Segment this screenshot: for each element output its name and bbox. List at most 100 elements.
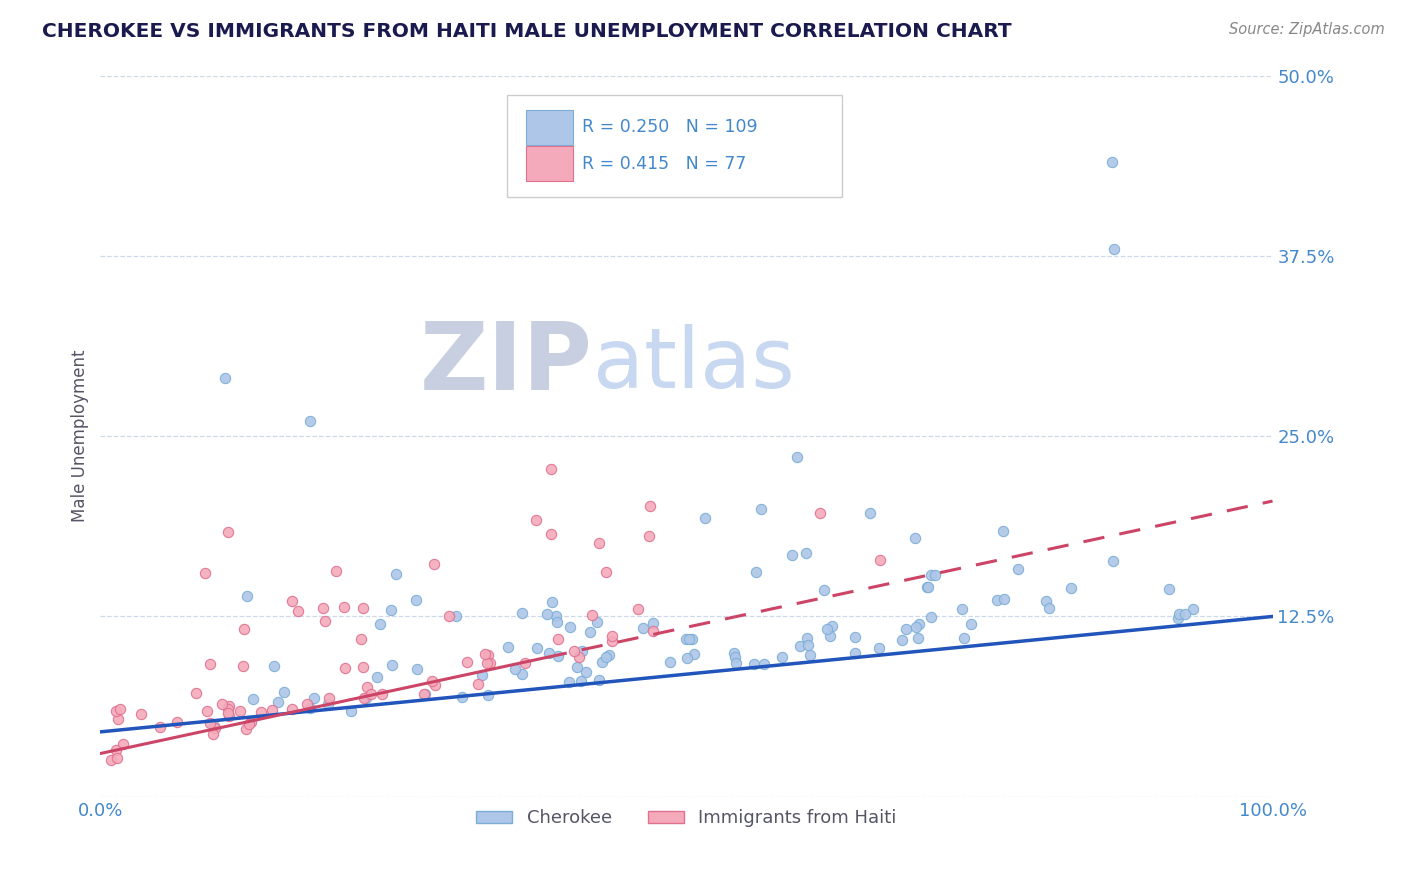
Point <box>263 659 285 673</box>
Point <box>325 564 347 578</box>
Point <box>339 704 361 718</box>
Point <box>643 615 665 630</box>
Point <box>915 580 938 594</box>
Point <box>917 580 939 594</box>
Point <box>217 702 239 716</box>
Point <box>238 717 260 731</box>
Point <box>681 632 703 646</box>
Point <box>799 648 821 663</box>
Point <box>354 690 377 705</box>
Point <box>744 657 766 671</box>
Point <box>356 680 378 694</box>
Point <box>332 599 354 614</box>
Point <box>890 633 912 648</box>
Point <box>385 567 408 582</box>
Point <box>1007 562 1029 576</box>
Point <box>1102 554 1125 568</box>
Point <box>281 594 304 608</box>
Point <box>510 667 533 681</box>
Point <box>280 702 302 716</box>
Point <box>211 698 233 712</box>
Point <box>595 565 617 579</box>
Point <box>924 568 946 582</box>
Point <box>678 632 700 646</box>
Point <box>633 621 655 635</box>
Point <box>105 751 128 765</box>
Point <box>496 640 519 655</box>
Text: ZIP: ZIP <box>420 318 593 410</box>
Point <box>202 727 225 741</box>
Point <box>312 601 335 615</box>
Point <box>195 704 218 718</box>
Point <box>333 660 356 674</box>
Point <box>1101 155 1123 169</box>
Point <box>575 665 598 679</box>
Point <box>569 673 592 688</box>
Point <box>808 507 831 521</box>
Point <box>217 706 239 720</box>
Point <box>546 615 568 629</box>
Point <box>558 620 581 634</box>
Point <box>425 678 447 692</box>
Point <box>991 524 1014 538</box>
Point <box>503 662 526 676</box>
Point <box>796 632 818 646</box>
Point <box>637 529 659 543</box>
Point <box>166 715 188 730</box>
Point <box>588 673 610 687</box>
Point <box>844 646 866 660</box>
Point <box>821 619 844 633</box>
Point <box>204 722 226 736</box>
Point <box>218 708 240 723</box>
Point <box>413 687 436 701</box>
Point <box>316 697 339 711</box>
Point <box>1167 607 1189 621</box>
Point <box>600 629 623 643</box>
Point <box>184 686 207 700</box>
Point <box>149 720 172 734</box>
Point <box>422 557 444 571</box>
Point <box>1159 582 1181 596</box>
Point <box>844 630 866 644</box>
Point <box>1181 602 1204 616</box>
Point <box>299 701 322 715</box>
Point <box>474 647 496 661</box>
Point <box>479 657 502 671</box>
Point <box>371 687 394 701</box>
Text: Source: ZipAtlas.com: Source: ZipAtlas.com <box>1229 22 1385 37</box>
Point <box>683 647 706 661</box>
Text: CHEROKEE VS IMMIGRANTS FROM HAITI MALE UNEMPLOYMENT CORRELATION CHART: CHEROKEE VS IMMIGRANTS FROM HAITI MALE U… <box>42 22 1012 41</box>
Point <box>950 601 973 615</box>
Point <box>578 625 600 640</box>
Point <box>815 623 838 637</box>
Point <box>869 553 891 567</box>
Point <box>754 657 776 671</box>
Point <box>565 660 588 674</box>
Point <box>907 631 929 645</box>
Point <box>600 633 623 648</box>
Point <box>250 705 273 719</box>
Point <box>214 371 236 385</box>
Point <box>456 655 478 669</box>
Point <box>352 660 374 674</box>
Point <box>562 644 585 658</box>
Point <box>1173 607 1195 621</box>
Point <box>640 499 662 513</box>
Point <box>904 531 927 545</box>
Point <box>368 616 391 631</box>
Point <box>353 690 375 705</box>
Text: atlas: atlas <box>593 324 794 405</box>
Point <box>366 670 388 684</box>
Point <box>526 640 548 655</box>
Y-axis label: Male Unemployment: Male Unemployment <box>72 350 89 523</box>
Point <box>266 695 288 709</box>
Point <box>920 568 942 582</box>
Point <box>232 659 254 673</box>
Point <box>540 462 562 476</box>
Point <box>236 590 259 604</box>
Point <box>908 616 931 631</box>
Point <box>200 716 222 731</box>
Point <box>724 656 747 670</box>
Point <box>302 691 325 706</box>
Point <box>770 650 793 665</box>
